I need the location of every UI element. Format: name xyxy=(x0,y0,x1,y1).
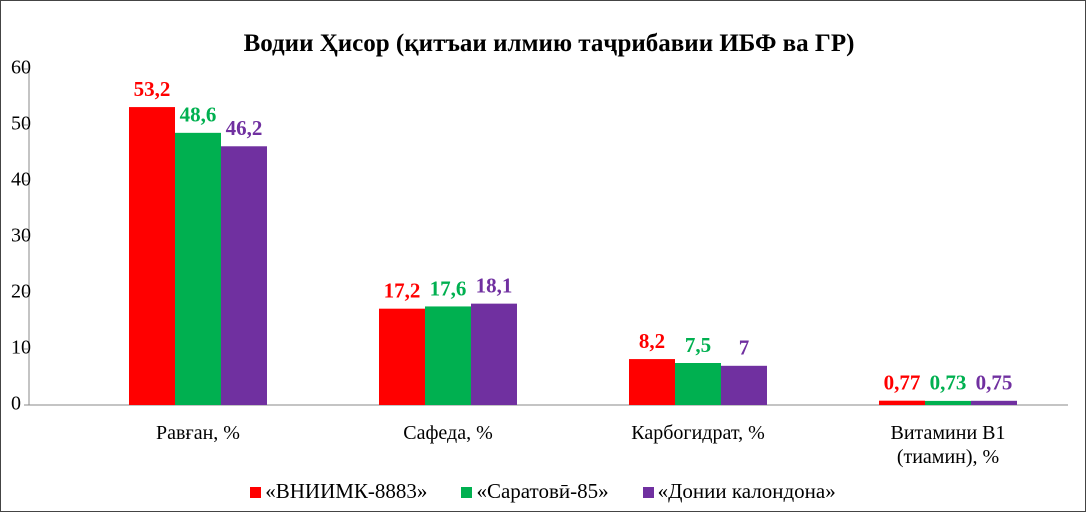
y-tick-label: 50 xyxy=(11,113,31,135)
x-tick-label: Равған, % xyxy=(156,422,240,444)
y-tick-label: 30 xyxy=(11,225,31,247)
legend-item: «ВНИИМК-8883» xyxy=(250,479,427,504)
data-label: 17,2 xyxy=(384,278,421,302)
x-tick-label: Витамини B1 (тиамин), % xyxy=(890,422,1006,468)
legend-swatch xyxy=(461,487,473,498)
bar xyxy=(675,363,721,405)
legend-swatch xyxy=(642,487,654,498)
x-tick-label: Сафеда, % xyxy=(403,422,493,444)
data-label: 0,77 xyxy=(884,371,921,395)
chart-title: Водии Ҳисор (қитъаи илмию таҷрибавии ИБФ… xyxy=(243,30,855,57)
bar xyxy=(629,359,675,405)
legend-swatch xyxy=(250,487,262,498)
bar xyxy=(379,308,425,405)
legend-label: «Донии калондона» xyxy=(657,479,836,503)
y-tick-label: 10 xyxy=(11,337,31,359)
bar xyxy=(471,303,517,405)
bar xyxy=(129,107,175,405)
y-tick-label: 0 xyxy=(11,393,21,415)
bar xyxy=(879,400,925,405)
y-tick-label: 20 xyxy=(11,281,31,303)
data-label: 0,75 xyxy=(976,371,1013,395)
data-label: 46,2 xyxy=(226,116,263,140)
legend-label: «Саратовӣ-85» xyxy=(476,479,609,503)
data-label: 0,73 xyxy=(930,371,967,395)
bar xyxy=(175,132,221,405)
data-label: 8,2 xyxy=(639,329,665,353)
data-label: 17,6 xyxy=(430,276,467,300)
bar xyxy=(721,365,767,405)
data-label: 7,5 xyxy=(685,333,711,357)
x-tick-label: Карбогидрат, % xyxy=(631,422,765,444)
data-label: 53,2 xyxy=(134,77,171,101)
y-tick-label: 40 xyxy=(11,169,31,191)
bar xyxy=(971,400,1017,405)
bar xyxy=(221,146,267,405)
legend-item: «Саратовӣ-85» xyxy=(461,479,609,504)
legend-item: «Донии калондона» xyxy=(642,479,836,504)
y-tick-label: 60 xyxy=(11,57,31,79)
bar xyxy=(425,306,471,405)
data-label: 18,1 xyxy=(476,273,513,297)
data-label: 7 xyxy=(739,336,750,360)
legend: «ВНИИМК-8883» «Саратовӣ-85» «Донии калондо… xyxy=(1,479,1085,504)
legend-label: «ВНИИМК-8883» xyxy=(265,479,428,503)
bar xyxy=(925,400,971,405)
data-label: 48,6 xyxy=(180,103,217,127)
